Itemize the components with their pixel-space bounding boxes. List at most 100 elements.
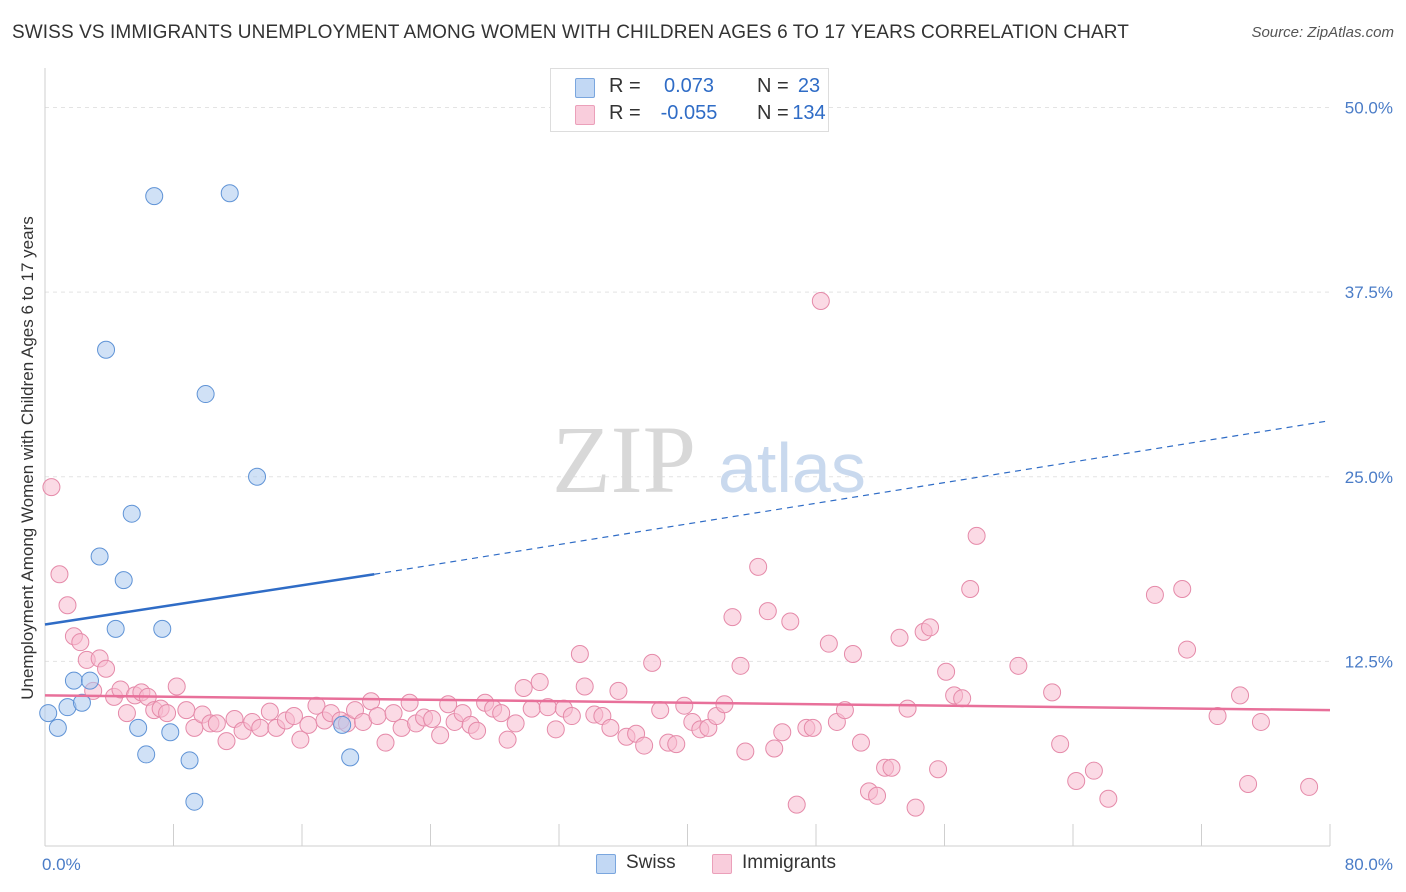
point-immigrants bbox=[967, 526, 986, 545]
point-immigrants bbox=[291, 730, 310, 749]
point-immigrants bbox=[667, 735, 686, 754]
point-immigrants bbox=[906, 798, 925, 817]
point-swiss bbox=[106, 619, 125, 638]
point-immigrants bbox=[961, 580, 980, 599]
point-immigrants bbox=[71, 633, 90, 652]
trend-line-extension-swiss bbox=[374, 420, 1331, 575]
point-swiss bbox=[153, 619, 172, 638]
point-swiss bbox=[220, 184, 239, 203]
point-immigrants bbox=[601, 718, 620, 737]
point-immigrants bbox=[758, 602, 777, 621]
point-swiss bbox=[80, 671, 99, 690]
point-immigrants bbox=[1067, 772, 1086, 791]
point-immigrants bbox=[643, 653, 662, 672]
point-immigrants bbox=[773, 723, 792, 742]
point-immigrants bbox=[562, 707, 581, 726]
point-swiss bbox=[196, 385, 215, 404]
point-immigrants bbox=[731, 656, 750, 675]
data-points bbox=[39, 184, 1319, 817]
tick-labels: 12.5% 25.0% 37.5% 50.0% 0.0% 80.0% bbox=[42, 99, 1393, 874]
point-immigrants bbox=[1051, 735, 1070, 754]
point-immigrants bbox=[929, 760, 948, 779]
point-swiss bbox=[48, 718, 67, 737]
point-immigrants bbox=[217, 732, 236, 751]
point-swiss bbox=[145, 187, 164, 206]
point-immigrants bbox=[868, 786, 887, 805]
legend-swatch-swiss bbox=[575, 78, 595, 98]
point-immigrants bbox=[58, 596, 77, 615]
point-immigrants bbox=[890, 628, 909, 647]
point-immigrants bbox=[1145, 585, 1164, 604]
x-tick-label: 80.0% bbox=[1345, 855, 1393, 874]
point-immigrants bbox=[207, 714, 226, 733]
y-tick-label: 50.0% bbox=[1345, 99, 1393, 118]
legend-swatch-immigrants bbox=[575, 105, 595, 125]
point-immigrants bbox=[299, 715, 318, 734]
point-immigrants bbox=[400, 693, 419, 712]
point-immigrants bbox=[651, 701, 670, 720]
point-immigrants bbox=[431, 726, 450, 745]
point-immigrants bbox=[506, 714, 525, 733]
point-immigrants bbox=[723, 608, 742, 627]
point-swiss bbox=[161, 723, 180, 742]
legend-n-value-immigrants: 134 bbox=[792, 102, 826, 124]
point-swiss bbox=[122, 504, 141, 523]
point-immigrants bbox=[42, 478, 61, 497]
series-legend: Swiss Immigrants bbox=[0, 852, 1406, 878]
point-swiss bbox=[137, 745, 156, 764]
point-immigrants bbox=[921, 618, 940, 637]
legend-r-value-swiss: 0.073 bbox=[663, 75, 715, 97]
point-immigrants bbox=[1099, 789, 1118, 808]
trend-line-immigrants bbox=[44, 694, 1331, 712]
point-immigrants bbox=[575, 677, 594, 696]
point-swiss bbox=[97, 340, 116, 359]
point-immigrants bbox=[177, 701, 196, 720]
point-swiss bbox=[341, 748, 360, 767]
point-swiss bbox=[180, 751, 199, 770]
point-immigrants bbox=[811, 292, 830, 311]
point-immigrants bbox=[307, 696, 326, 715]
legend-box: R = 0.073 N = 23 R = -0.055 N = 134 bbox=[550, 68, 829, 132]
point-immigrants bbox=[835, 701, 854, 720]
legend-n-value-swiss: 23 bbox=[797, 75, 821, 97]
point-immigrants bbox=[781, 612, 800, 631]
point-swiss bbox=[114, 571, 133, 590]
watermark: ZIP atlas bbox=[552, 406, 866, 513]
point-swiss bbox=[90, 547, 109, 566]
point-immigrants bbox=[749, 557, 768, 576]
point-immigrants bbox=[530, 673, 549, 692]
y-tick-label: 12.5% bbox=[1345, 652, 1393, 671]
point-immigrants bbox=[1009, 656, 1028, 675]
point-swiss bbox=[333, 715, 352, 734]
point-immigrants bbox=[50, 565, 69, 584]
point-immigrants bbox=[97, 659, 116, 678]
point-immigrants bbox=[522, 699, 541, 718]
point-immigrants bbox=[158, 704, 177, 723]
point-immigrants bbox=[736, 742, 755, 761]
point-immigrants bbox=[937, 662, 956, 681]
point-immigrants bbox=[675, 696, 694, 715]
point-immigrants bbox=[635, 736, 654, 755]
point-immigrants bbox=[609, 681, 628, 700]
point-immigrants bbox=[1173, 580, 1192, 599]
point-immigrants bbox=[882, 758, 901, 777]
point-swiss bbox=[248, 467, 267, 486]
point-swiss bbox=[185, 792, 204, 811]
point-immigrants bbox=[368, 707, 387, 726]
point-immigrants bbox=[376, 733, 395, 752]
point-immigrants bbox=[570, 645, 589, 663]
point-immigrants bbox=[117, 704, 136, 723]
point-immigrants bbox=[468, 721, 487, 740]
legend-n-label: N = bbox=[757, 75, 789, 97]
point-immigrants bbox=[1178, 640, 1197, 659]
point-immigrants bbox=[514, 678, 533, 697]
series-swatch-immigrants bbox=[712, 854, 732, 874]
y-tick-label: 37.5% bbox=[1345, 283, 1393, 302]
point-immigrants bbox=[1300, 777, 1319, 796]
chart-source: Source: ZipAtlas.com bbox=[1251, 24, 1394, 41]
point-immigrants bbox=[260, 702, 279, 721]
x-tick-label: 0.0% bbox=[42, 855, 81, 874]
point-immigrants bbox=[423, 709, 442, 728]
legend-r-value-immigrants: -0.055 bbox=[660, 102, 718, 124]
